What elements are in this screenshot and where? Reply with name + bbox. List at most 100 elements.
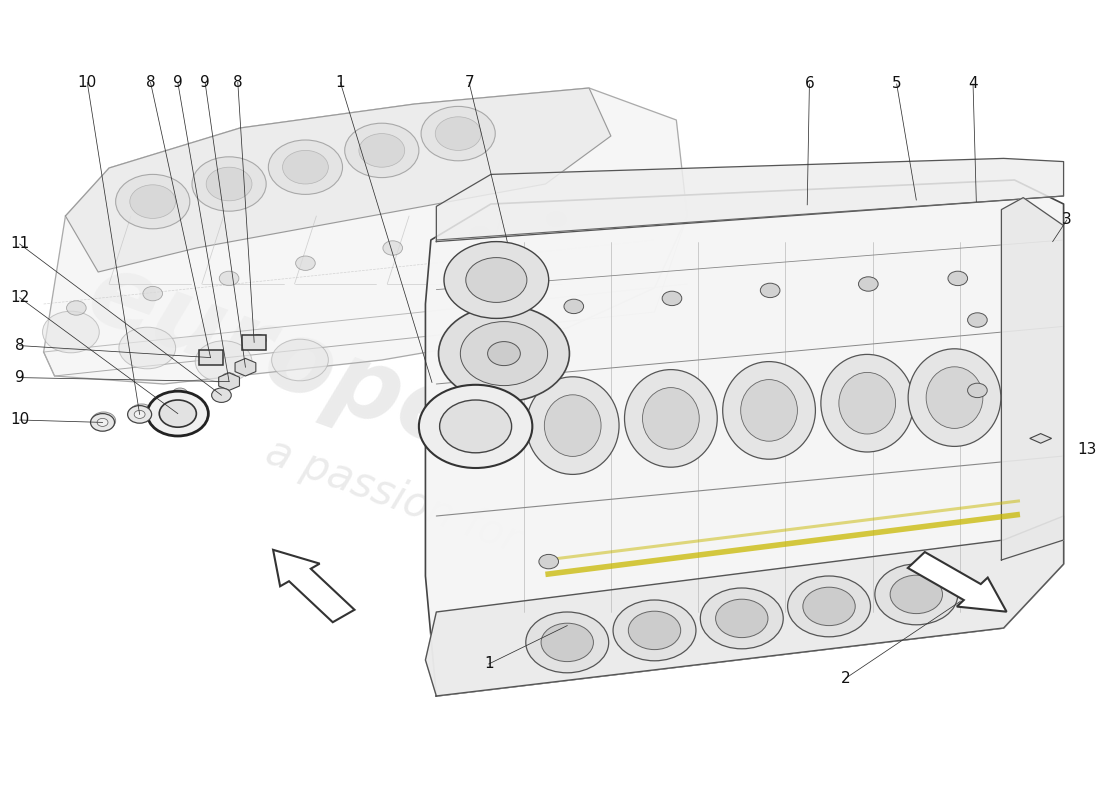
Ellipse shape — [723, 362, 815, 459]
Circle shape — [206, 350, 221, 362]
Circle shape — [460, 322, 548, 386]
Text: 10: 10 — [78, 75, 97, 90]
Ellipse shape — [839, 372, 895, 434]
Circle shape — [436, 117, 481, 150]
Circle shape — [440, 400, 512, 453]
Circle shape — [143, 286, 163, 301]
Polygon shape — [426, 180, 1064, 696]
Circle shape — [221, 373, 236, 384]
Circle shape — [628, 611, 681, 650]
Polygon shape — [219, 373, 240, 390]
Circle shape — [251, 334, 266, 346]
Circle shape — [419, 385, 532, 468]
Circle shape — [890, 575, 943, 614]
Circle shape — [444, 242, 549, 318]
Circle shape — [803, 587, 855, 626]
Circle shape — [539, 554, 559, 569]
Circle shape — [97, 418, 108, 426]
Text: 9: 9 — [173, 75, 183, 90]
Circle shape — [874, 564, 958, 625]
Circle shape — [206, 167, 252, 201]
Text: 8: 8 — [145, 75, 155, 90]
Circle shape — [211, 388, 231, 402]
Circle shape — [116, 174, 190, 229]
Circle shape — [526, 612, 608, 673]
FancyBboxPatch shape — [198, 350, 222, 365]
Circle shape — [547, 212, 567, 226]
Text: 12: 12 — [10, 290, 30, 305]
Circle shape — [760, 283, 780, 298]
Circle shape — [283, 150, 328, 184]
Text: 10: 10 — [10, 413, 30, 427]
Polygon shape — [908, 552, 1007, 612]
Ellipse shape — [926, 366, 983, 429]
Circle shape — [465, 258, 527, 302]
Text: 11: 11 — [10, 237, 30, 251]
Circle shape — [968, 313, 987, 327]
Circle shape — [119, 327, 176, 369]
Circle shape — [134, 410, 145, 418]
Circle shape — [130, 404, 154, 422]
Text: 9: 9 — [200, 75, 210, 90]
Ellipse shape — [526, 377, 619, 474]
Circle shape — [968, 383, 987, 398]
Circle shape — [196, 341, 252, 382]
Circle shape — [43, 311, 99, 353]
Ellipse shape — [909, 349, 1001, 446]
Circle shape — [239, 361, 254, 372]
Circle shape — [344, 123, 419, 178]
Circle shape — [91, 412, 116, 430]
Ellipse shape — [544, 394, 601, 456]
Circle shape — [192, 157, 266, 211]
Circle shape — [160, 400, 197, 427]
Text: 5: 5 — [892, 77, 902, 91]
Circle shape — [147, 391, 208, 436]
Circle shape — [701, 588, 783, 649]
Circle shape — [421, 106, 495, 161]
Text: a passion for: a passion for — [260, 430, 526, 562]
Circle shape — [948, 271, 968, 286]
Circle shape — [219, 271, 239, 286]
Ellipse shape — [642, 388, 700, 450]
Circle shape — [128, 406, 152, 423]
Text: 8: 8 — [233, 75, 243, 90]
Ellipse shape — [625, 370, 717, 467]
Ellipse shape — [740, 380, 798, 442]
Polygon shape — [426, 516, 1064, 696]
Circle shape — [383, 241, 403, 255]
Circle shape — [296, 256, 316, 270]
Text: 9: 9 — [14, 370, 24, 385]
Polygon shape — [66, 88, 610, 272]
Circle shape — [662, 291, 682, 306]
Text: 6: 6 — [804, 77, 814, 91]
Polygon shape — [44, 88, 688, 384]
Text: 7: 7 — [464, 75, 474, 90]
Text: 85: 85 — [768, 376, 978, 536]
Text: 8: 8 — [14, 338, 24, 353]
Circle shape — [268, 140, 342, 194]
Circle shape — [66, 301, 86, 315]
Circle shape — [487, 342, 520, 366]
Polygon shape — [437, 158, 1064, 242]
Polygon shape — [1030, 434, 1052, 443]
Text: 1: 1 — [484, 657, 494, 671]
Circle shape — [716, 599, 768, 638]
Circle shape — [90, 414, 114, 431]
Circle shape — [359, 134, 405, 167]
Circle shape — [470, 226, 490, 241]
Circle shape — [541, 623, 593, 662]
Ellipse shape — [821, 354, 914, 452]
FancyBboxPatch shape — [242, 335, 266, 350]
Polygon shape — [235, 358, 256, 376]
Polygon shape — [273, 550, 354, 622]
Circle shape — [858, 277, 878, 291]
Circle shape — [564, 299, 584, 314]
Text: 4: 4 — [968, 77, 978, 91]
Circle shape — [173, 388, 188, 399]
Text: 1: 1 — [336, 75, 345, 90]
Circle shape — [613, 600, 696, 661]
Polygon shape — [1001, 198, 1064, 560]
Circle shape — [130, 185, 176, 218]
Text: 13: 13 — [1078, 442, 1097, 457]
Text: europes: europes — [75, 245, 537, 491]
